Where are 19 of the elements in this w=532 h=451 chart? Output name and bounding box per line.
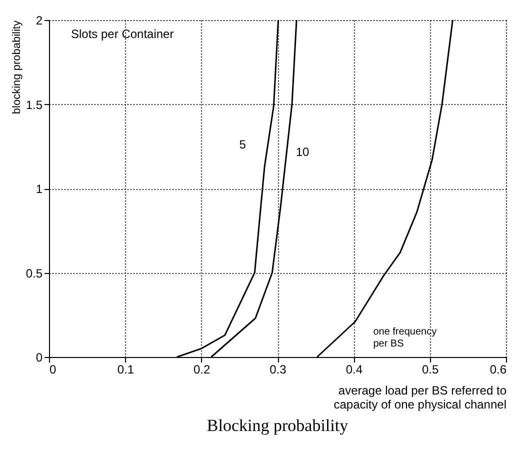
- annotation: Slots per Container: [71, 27, 174, 41]
- x-tick-label: 0.3: [270, 362, 287, 376]
- series-label: 5: [239, 138, 246, 152]
- y-axis-title: blocking probability: [10, 20, 23, 114]
- text: Blocking probability: [206, 416, 349, 435]
- y-tick-label: 2: [36, 14, 43, 28]
- x-tick-label: 0.5: [422, 362, 439, 376]
- x-tick-label: 0.1: [117, 362, 134, 376]
- y-tick-label: 1: [36, 182, 43, 196]
- x-tick-label: 0.4: [346, 362, 363, 376]
- x-axis-title: average load per BS referred to capacity of one physical channel: [334, 384, 507, 412]
- x-tick-label: 0.6: [490, 362, 507, 376]
- y-tick-label: 0.5: [26, 266, 43, 280]
- y-tick-label: 1.5: [26, 98, 43, 112]
- series-label: 10: [296, 145, 310, 160]
- x-tick-label: 0: [50, 362, 56, 376]
- y-tick-label: 0: [36, 350, 43, 364]
- x-tick-label: 0.2: [193, 362, 210, 376]
- series-label: one frequency per BS: [373, 326, 437, 350]
